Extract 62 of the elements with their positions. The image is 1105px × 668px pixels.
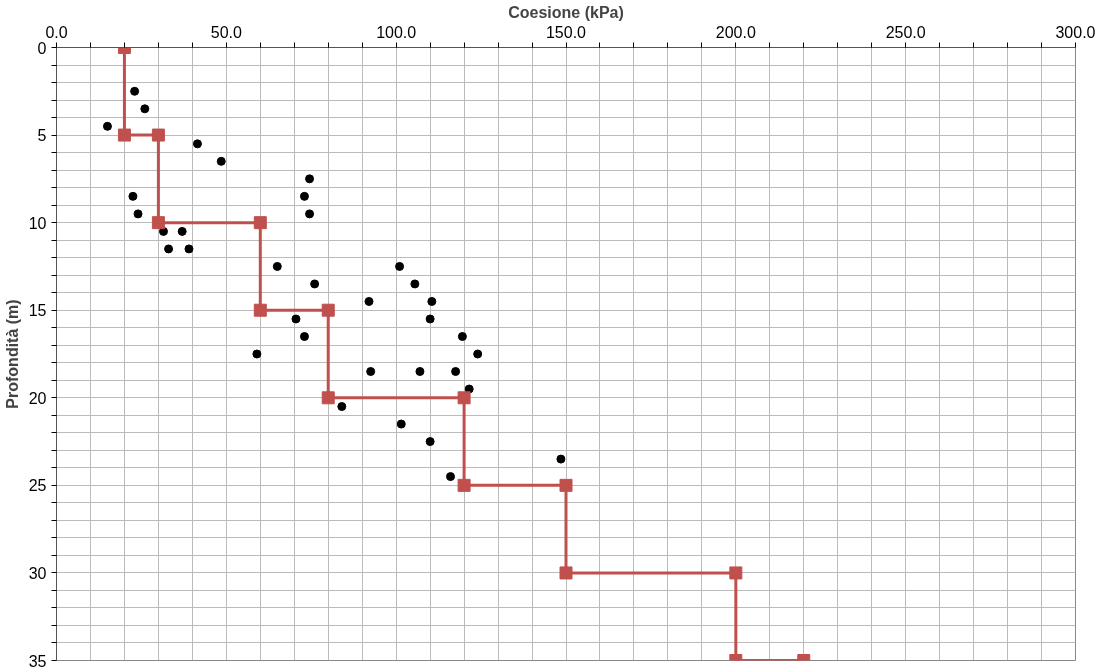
point bbox=[177, 226, 187, 236]
point bbox=[457, 478, 471, 492]
point bbox=[184, 244, 194, 254]
y-tick-label: 15 bbox=[28, 302, 47, 320]
point bbox=[252, 349, 262, 359]
point bbox=[395, 261, 405, 271]
x-tick-label: 300.0 bbox=[1055, 23, 1096, 41]
point bbox=[321, 303, 335, 317]
y-tick-label: 30 bbox=[28, 564, 47, 582]
point bbox=[299, 191, 309, 201]
point bbox=[272, 261, 282, 271]
point bbox=[337, 402, 347, 412]
x-tick-label: 0.0 bbox=[45, 23, 68, 41]
point bbox=[253, 303, 267, 317]
y-tick-label: 35 bbox=[28, 652, 47, 668]
point bbox=[321, 391, 335, 405]
point bbox=[291, 314, 301, 324]
point bbox=[164, 244, 174, 254]
point bbox=[102, 121, 112, 131]
y-axis-title: Profondità (m) bbox=[3, 299, 21, 409]
point bbox=[446, 472, 456, 482]
point bbox=[151, 216, 165, 230]
point bbox=[425, 314, 435, 324]
point bbox=[305, 174, 315, 184]
point bbox=[559, 566, 573, 580]
point bbox=[427, 296, 437, 306]
point bbox=[253, 216, 267, 230]
x-tick-label: 150.0 bbox=[545, 23, 587, 41]
point bbox=[457, 391, 471, 405]
point bbox=[396, 419, 406, 429]
point bbox=[192, 139, 202, 149]
y-tick-label: 25 bbox=[28, 477, 47, 495]
point bbox=[410, 279, 420, 289]
point bbox=[151, 128, 165, 142]
point bbox=[366, 367, 376, 377]
point bbox=[425, 437, 435, 447]
x-tick-label: 250.0 bbox=[885, 23, 926, 41]
point bbox=[415, 367, 425, 377]
y-tick-label: 10 bbox=[28, 214, 47, 232]
x-axis-title: Coesione (kPa) bbox=[508, 3, 624, 21]
point bbox=[305, 209, 315, 219]
point bbox=[729, 566, 743, 580]
point bbox=[556, 454, 566, 464]
point bbox=[216, 156, 226, 166]
point bbox=[117, 128, 131, 142]
point bbox=[451, 367, 461, 377]
point bbox=[299, 331, 309, 341]
point bbox=[140, 104, 150, 114]
point bbox=[364, 296, 374, 306]
y-tick-label: 20 bbox=[28, 389, 47, 407]
point bbox=[130, 86, 140, 96]
y-tick-label: 0 bbox=[37, 39, 47, 57]
point bbox=[128, 191, 138, 201]
x-tick-label: 50.0 bbox=[210, 23, 243, 41]
x-tick-label: 100.0 bbox=[376, 23, 417, 41]
point bbox=[457, 331, 467, 341]
point bbox=[310, 279, 320, 289]
x-tick-label: 200.0 bbox=[715, 23, 756, 41]
point bbox=[559, 478, 573, 492]
y-tick-label: 5 bbox=[37, 127, 47, 145]
point bbox=[133, 209, 143, 219]
point bbox=[473, 349, 483, 359]
